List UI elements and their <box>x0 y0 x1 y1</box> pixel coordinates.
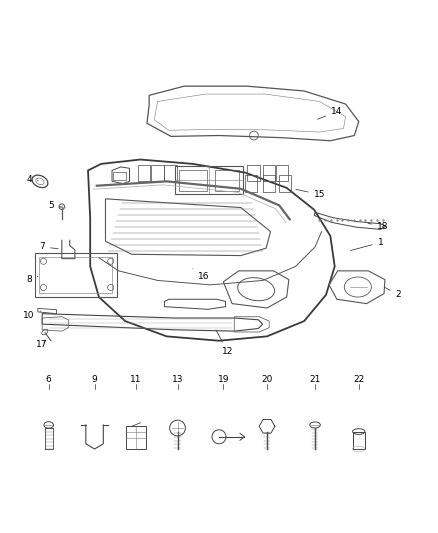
Text: 19: 19 <box>218 375 229 384</box>
Text: 10: 10 <box>23 311 41 320</box>
Bar <box>164 165 177 181</box>
Text: 17: 17 <box>36 340 48 349</box>
Text: 20: 20 <box>261 375 273 384</box>
Bar <box>113 172 127 181</box>
Text: 18: 18 <box>368 222 389 231</box>
Text: 2: 2 <box>385 287 401 300</box>
Text: 21: 21 <box>309 375 321 384</box>
Text: 9: 9 <box>92 375 97 384</box>
Bar <box>247 165 260 181</box>
Bar <box>263 165 275 181</box>
Bar <box>353 432 365 449</box>
Text: 15: 15 <box>296 189 325 199</box>
Text: 12: 12 <box>216 330 233 356</box>
Text: 14: 14 <box>318 107 343 119</box>
Bar <box>138 165 150 181</box>
Text: 8: 8 <box>26 275 38 284</box>
Text: 5: 5 <box>48 201 62 210</box>
Bar <box>35 253 117 297</box>
Bar <box>39 257 113 293</box>
Bar <box>276 165 288 181</box>
Text: 7: 7 <box>39 243 58 252</box>
Bar <box>127 426 146 449</box>
Text: 22: 22 <box>353 375 364 384</box>
Text: 16: 16 <box>193 269 209 280</box>
Text: 6: 6 <box>46 375 52 384</box>
Text: 1: 1 <box>350 238 383 251</box>
Bar <box>179 169 207 191</box>
Bar <box>263 175 275 192</box>
Text: 4: 4 <box>26 175 38 184</box>
Text: 13: 13 <box>172 375 183 384</box>
Bar <box>245 175 258 192</box>
Text: 11: 11 <box>130 375 142 384</box>
Bar <box>215 169 239 191</box>
Bar <box>175 166 243 195</box>
Bar <box>151 165 163 181</box>
Bar <box>279 175 291 192</box>
